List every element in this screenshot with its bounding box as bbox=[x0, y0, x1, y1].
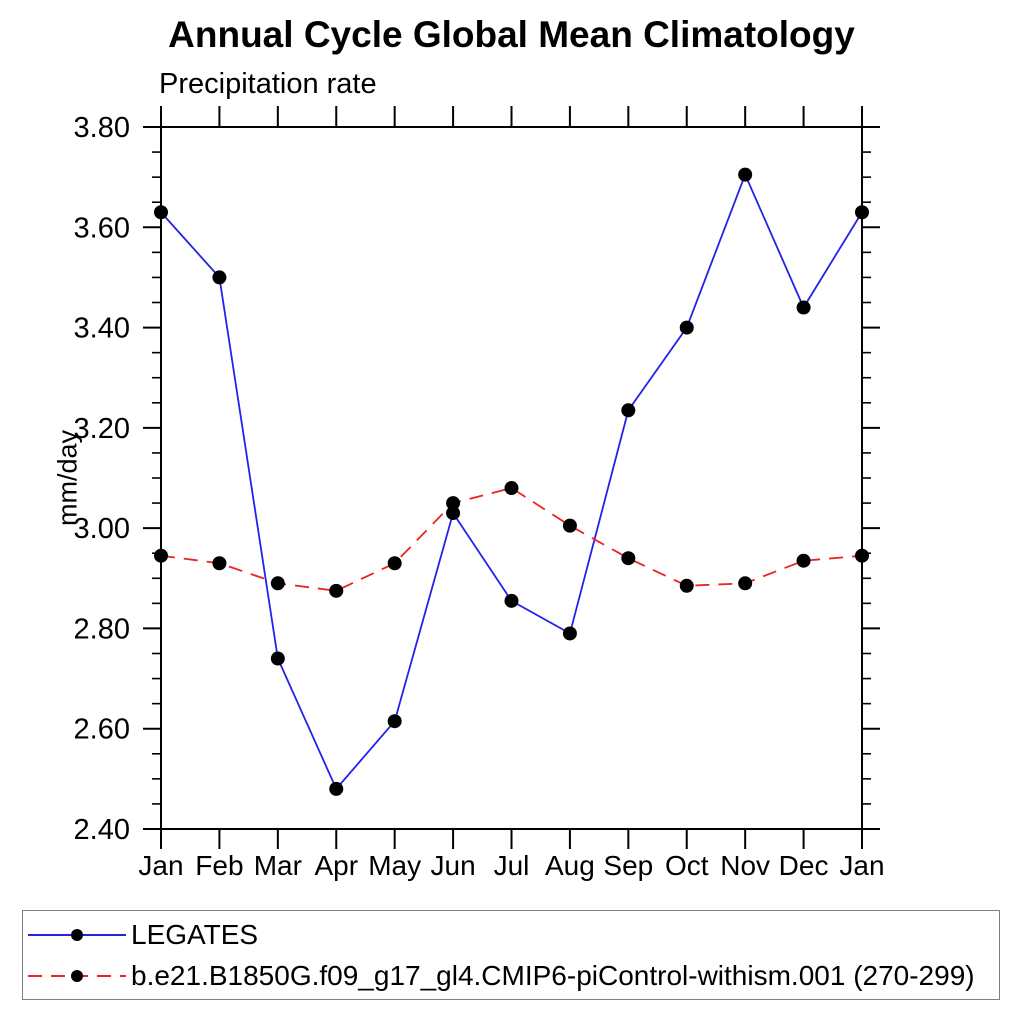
data-point-marker bbox=[855, 548, 869, 563]
legend-row: b.e21.B1850G.f09_g17_gl4.CMIP6-piControl… bbox=[23, 955, 999, 996]
legend-marker-dot bbox=[71, 928, 83, 941]
data-point-marker bbox=[270, 576, 285, 591]
plot-frame bbox=[160, 126, 863, 830]
data-point-marker bbox=[329, 781, 344, 796]
x-tick-label: Jul bbox=[494, 850, 530, 881]
legend-swatch bbox=[28, 928, 126, 941]
legend-label: LEGATES bbox=[131, 918, 259, 950]
data-point-marker bbox=[154, 548, 168, 563]
x-tick-label: Feb bbox=[195, 850, 243, 881]
y-tick-label: 2.60 bbox=[74, 714, 130, 746]
legend-label: b.e21.B1850G.f09_g17_gl4.CMIP6-piControl… bbox=[131, 959, 975, 991]
x-tick-label: Jun bbox=[431, 850, 476, 881]
data-point-marker bbox=[387, 556, 402, 571]
legend: LEGATES b.e21.B1850G.f09_g17_gl4.CMIP6-p… bbox=[22, 910, 1000, 1000]
data-point-marker bbox=[212, 556, 227, 571]
chart-subtitle: Precipitation rate bbox=[159, 68, 377, 100]
data-point-marker bbox=[621, 403, 636, 418]
data-point-marker bbox=[270, 651, 285, 666]
y-tick-label: 2.40 bbox=[74, 814, 130, 846]
x-tick-label: Oct bbox=[665, 850, 709, 881]
legend-swatch bbox=[28, 969, 126, 982]
page-title: Annual Cycle Global Mean Climatology bbox=[168, 14, 855, 55]
x-tick-label: Jan bbox=[839, 850, 884, 881]
x-tick-label: Sep bbox=[603, 850, 653, 881]
legend-row: LEGATES bbox=[23, 914, 999, 955]
x-tick-label: Apr bbox=[314, 850, 358, 881]
data-point-marker bbox=[562, 518, 577, 533]
data-point-marker bbox=[679, 320, 694, 335]
y-tick-label: 3.20 bbox=[74, 413, 130, 445]
x-tick-label: May bbox=[368, 850, 421, 881]
x-tick-label: Mar bbox=[254, 850, 302, 881]
x-tick-label: Dec bbox=[779, 850, 829, 881]
y-tick-label: 3.40 bbox=[74, 313, 130, 345]
data-point-marker bbox=[562, 626, 577, 641]
data-point-marker bbox=[387, 714, 402, 729]
x-tick-label: Jan bbox=[138, 850, 183, 881]
data-point-marker bbox=[329, 583, 344, 598]
data-point-marker bbox=[212, 270, 227, 285]
legend-marker-dot bbox=[71, 969, 83, 982]
data-point-marker bbox=[621, 551, 636, 566]
data-point-marker bbox=[679, 578, 694, 593]
data-point-marker bbox=[504, 593, 519, 608]
x-tick-label: Nov bbox=[720, 850, 770, 881]
data-point-marker bbox=[855, 205, 869, 220]
data-point-marker bbox=[738, 576, 753, 591]
series-line-b-e21-b1850g-f09-g17 bbox=[160, 487, 863, 592]
x-tick-label: Aug bbox=[545, 850, 595, 881]
data-point-marker bbox=[796, 553, 811, 568]
data-point-marker bbox=[504, 481, 519, 496]
chart-canvas: 2.40 2.60 2.80 3.00 3.20 3.40 3.60 3.80 Jan Feb Ma… bbox=[74, 106, 885, 881]
y-tick-label: 3.80 bbox=[74, 112, 130, 144]
y-tick-label: 2.80 bbox=[74, 613, 130, 645]
data-point-marker bbox=[154, 205, 168, 220]
data-point-marker bbox=[796, 300, 811, 315]
data-point-marker bbox=[446, 496, 461, 511]
y-tick-label: 3.60 bbox=[74, 212, 130, 244]
y-tick-label: 3.00 bbox=[74, 513, 130, 545]
data-point-marker bbox=[446, 506, 461, 521]
data-point-marker bbox=[738, 167, 753, 182]
